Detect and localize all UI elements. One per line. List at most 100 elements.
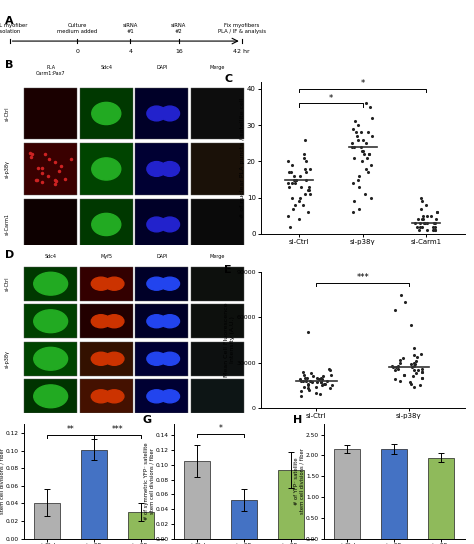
Point [423,226,431,234]
Circle shape [147,162,166,176]
Text: Merge: Merge [210,254,225,258]
Circle shape [34,385,68,408]
Point [302,376,310,385]
Point [410,351,418,360]
Point [297,392,305,400]
Point [359,135,366,144]
Point [357,143,365,151]
Circle shape [160,353,180,366]
Point [389,363,396,372]
FancyBboxPatch shape [135,342,189,376]
Point [418,367,426,376]
Point [420,219,428,227]
Point [394,364,401,373]
Point [360,150,368,158]
Text: G: G [143,415,152,425]
Text: H: H [293,415,302,425]
Point [391,366,399,375]
Point [306,164,314,173]
Text: DAPI: DAPI [156,65,167,70]
Point [419,367,426,376]
Point [357,128,365,137]
FancyBboxPatch shape [135,379,189,413]
Point [414,222,421,231]
Point [397,290,405,299]
Point [326,384,334,393]
Text: *: * [219,424,223,433]
Circle shape [147,217,166,232]
Point [414,366,422,375]
FancyBboxPatch shape [191,379,244,413]
Text: siRNA
#1: siRNA #1 [123,23,138,34]
Bar [381,449,407,539]
Point [296,171,304,180]
Point [304,186,312,195]
FancyBboxPatch shape [191,143,244,195]
Point [301,150,308,158]
FancyBboxPatch shape [80,304,133,338]
Text: si-Ctrl: si-Ctrl [5,276,10,291]
Point [394,361,401,370]
Point [433,208,441,217]
Point [396,355,404,364]
Circle shape [91,277,110,290]
Point [348,143,356,151]
Point [296,375,304,384]
Point [413,353,421,361]
FancyBboxPatch shape [24,267,77,301]
Point [304,381,311,390]
Point [401,298,408,307]
Point [365,150,373,158]
Point [296,197,303,206]
FancyBboxPatch shape [135,143,189,195]
Text: Myf5: Myf5 [100,254,112,258]
Point [305,386,313,394]
FancyBboxPatch shape [135,199,189,250]
Point [423,219,430,227]
Point [365,150,373,158]
Text: *: * [328,94,333,103]
Text: 0: 0 [75,50,79,54]
Point [287,168,294,177]
Point [305,182,312,191]
Point [410,361,418,370]
Point [300,153,308,162]
FancyBboxPatch shape [80,199,133,250]
Circle shape [105,390,124,403]
Point [304,208,312,217]
Text: siRNA
#2: siRNA #2 [171,23,186,34]
Point [308,378,316,387]
Point [312,382,320,391]
Circle shape [91,314,110,327]
Circle shape [92,102,121,125]
Point [416,381,423,390]
Point [303,175,310,184]
FancyBboxPatch shape [24,143,77,195]
Text: 4: 4 [128,50,132,54]
Point [422,201,430,209]
Point [312,388,320,397]
Point [415,226,423,234]
Point [362,139,370,147]
Point [432,222,439,231]
Point [421,219,428,227]
Point [433,208,441,217]
Circle shape [34,347,68,370]
Point [301,373,309,382]
Point [295,215,302,224]
FancyBboxPatch shape [80,342,133,376]
Point [307,369,315,378]
FancyBboxPatch shape [80,379,133,413]
Point [431,226,439,234]
Point [419,373,426,382]
Text: si-p38γ: si-p38γ [5,350,10,368]
Point [320,380,328,388]
Point [349,125,357,133]
Point [414,215,421,224]
Text: si-Carm1: si-Carm1 [5,213,10,236]
Bar [278,470,304,539]
Point [417,204,424,213]
Bar [231,500,257,539]
Point [410,358,418,367]
Circle shape [147,390,166,403]
